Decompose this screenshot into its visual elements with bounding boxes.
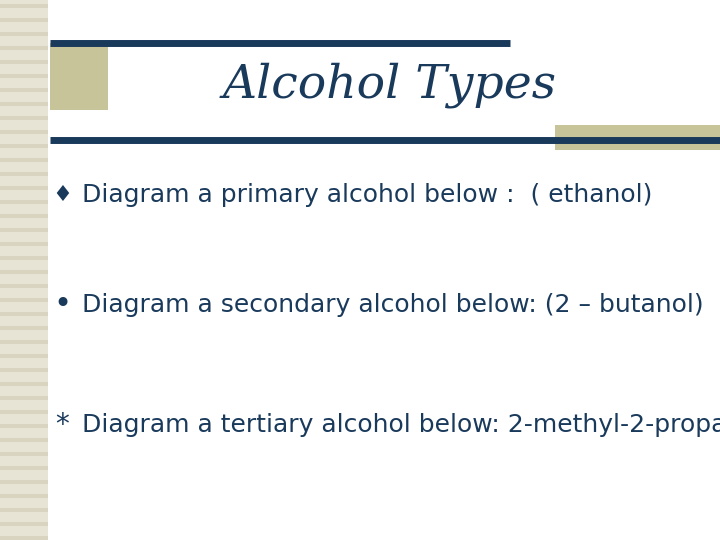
Bar bbox=[0, 536, 48, 540]
Bar bbox=[0, 158, 48, 162]
Text: Diagram a tertiary alcohol below: 2-methyl-2-propanol: Diagram a tertiary alcohol below: 2-meth… bbox=[82, 413, 720, 437]
Bar bbox=[0, 368, 48, 372]
Bar bbox=[0, 410, 48, 414]
Bar bbox=[0, 172, 48, 176]
Bar bbox=[0, 11, 48, 15]
Bar bbox=[0, 60, 48, 64]
Bar bbox=[0, 487, 48, 491]
Bar bbox=[0, 0, 48, 1]
Bar bbox=[0, 186, 48, 190]
Bar bbox=[0, 235, 48, 239]
Bar bbox=[0, 361, 48, 365]
Bar bbox=[0, 326, 48, 330]
Bar bbox=[0, 445, 48, 449]
Bar bbox=[0, 319, 48, 323]
Bar bbox=[0, 403, 48, 407]
Text: Alcohol Types: Alcohol Types bbox=[223, 62, 557, 108]
Bar bbox=[0, 508, 48, 512]
Bar bbox=[0, 529, 48, 533]
Bar bbox=[0, 494, 48, 498]
Bar bbox=[0, 473, 48, 477]
Bar bbox=[0, 382, 48, 386]
Bar bbox=[0, 46, 48, 50]
Bar bbox=[0, 256, 48, 260]
Bar bbox=[0, 116, 48, 120]
Bar bbox=[0, 249, 48, 253]
Bar bbox=[0, 193, 48, 197]
Bar bbox=[0, 109, 48, 113]
Bar bbox=[0, 480, 48, 484]
Bar bbox=[0, 522, 48, 526]
Bar bbox=[0, 39, 48, 43]
Bar bbox=[0, 102, 48, 106]
Bar bbox=[0, 417, 48, 421]
Text: ♦: ♦ bbox=[52, 185, 72, 205]
Bar bbox=[0, 298, 48, 302]
Bar bbox=[0, 354, 48, 358]
Bar bbox=[0, 0, 48, 540]
Bar bbox=[0, 431, 48, 435]
Text: Diagram a primary alcohol below :  ( ethanol): Diagram a primary alcohol below : ( etha… bbox=[82, 183, 652, 207]
Bar bbox=[0, 347, 48, 351]
Bar bbox=[0, 312, 48, 316]
Bar bbox=[0, 88, 48, 92]
Bar bbox=[0, 130, 48, 134]
Bar bbox=[0, 375, 48, 379]
Bar bbox=[0, 74, 48, 78]
Bar bbox=[0, 207, 48, 211]
Bar bbox=[0, 221, 48, 225]
Bar bbox=[0, 53, 48, 57]
Bar bbox=[0, 452, 48, 456]
Bar bbox=[0, 95, 48, 99]
Bar bbox=[0, 466, 48, 470]
Bar bbox=[0, 25, 48, 29]
Bar bbox=[50, 43, 108, 110]
Bar bbox=[0, 284, 48, 288]
Bar bbox=[0, 396, 48, 400]
Bar bbox=[0, 515, 48, 519]
Bar bbox=[0, 389, 48, 393]
Text: Diagram a secondary alcohol below: (2 – butanol): Diagram a secondary alcohol below: (2 – … bbox=[82, 293, 703, 317]
Bar bbox=[0, 151, 48, 155]
Bar bbox=[0, 270, 48, 274]
Bar bbox=[0, 291, 48, 295]
Bar bbox=[0, 81, 48, 85]
Bar bbox=[0, 501, 48, 505]
Bar bbox=[0, 165, 48, 169]
Text: *: * bbox=[55, 411, 69, 439]
Bar bbox=[0, 242, 48, 246]
Bar bbox=[0, 32, 48, 36]
Bar bbox=[0, 200, 48, 204]
Bar bbox=[0, 263, 48, 267]
Bar bbox=[0, 67, 48, 71]
Bar bbox=[0, 305, 48, 309]
Bar bbox=[0, 438, 48, 442]
Bar bbox=[0, 123, 48, 127]
Bar bbox=[0, 179, 48, 183]
Bar bbox=[0, 18, 48, 22]
Bar bbox=[0, 424, 48, 428]
Bar bbox=[555, 125, 720, 150]
Bar bbox=[0, 228, 48, 232]
Bar bbox=[0, 277, 48, 281]
Bar bbox=[0, 333, 48, 337]
Bar bbox=[0, 459, 48, 463]
Bar bbox=[0, 144, 48, 148]
Bar bbox=[0, 137, 48, 141]
Bar bbox=[0, 214, 48, 218]
Text: •: • bbox=[53, 291, 71, 320]
Bar bbox=[0, 340, 48, 344]
Bar bbox=[0, 4, 48, 8]
